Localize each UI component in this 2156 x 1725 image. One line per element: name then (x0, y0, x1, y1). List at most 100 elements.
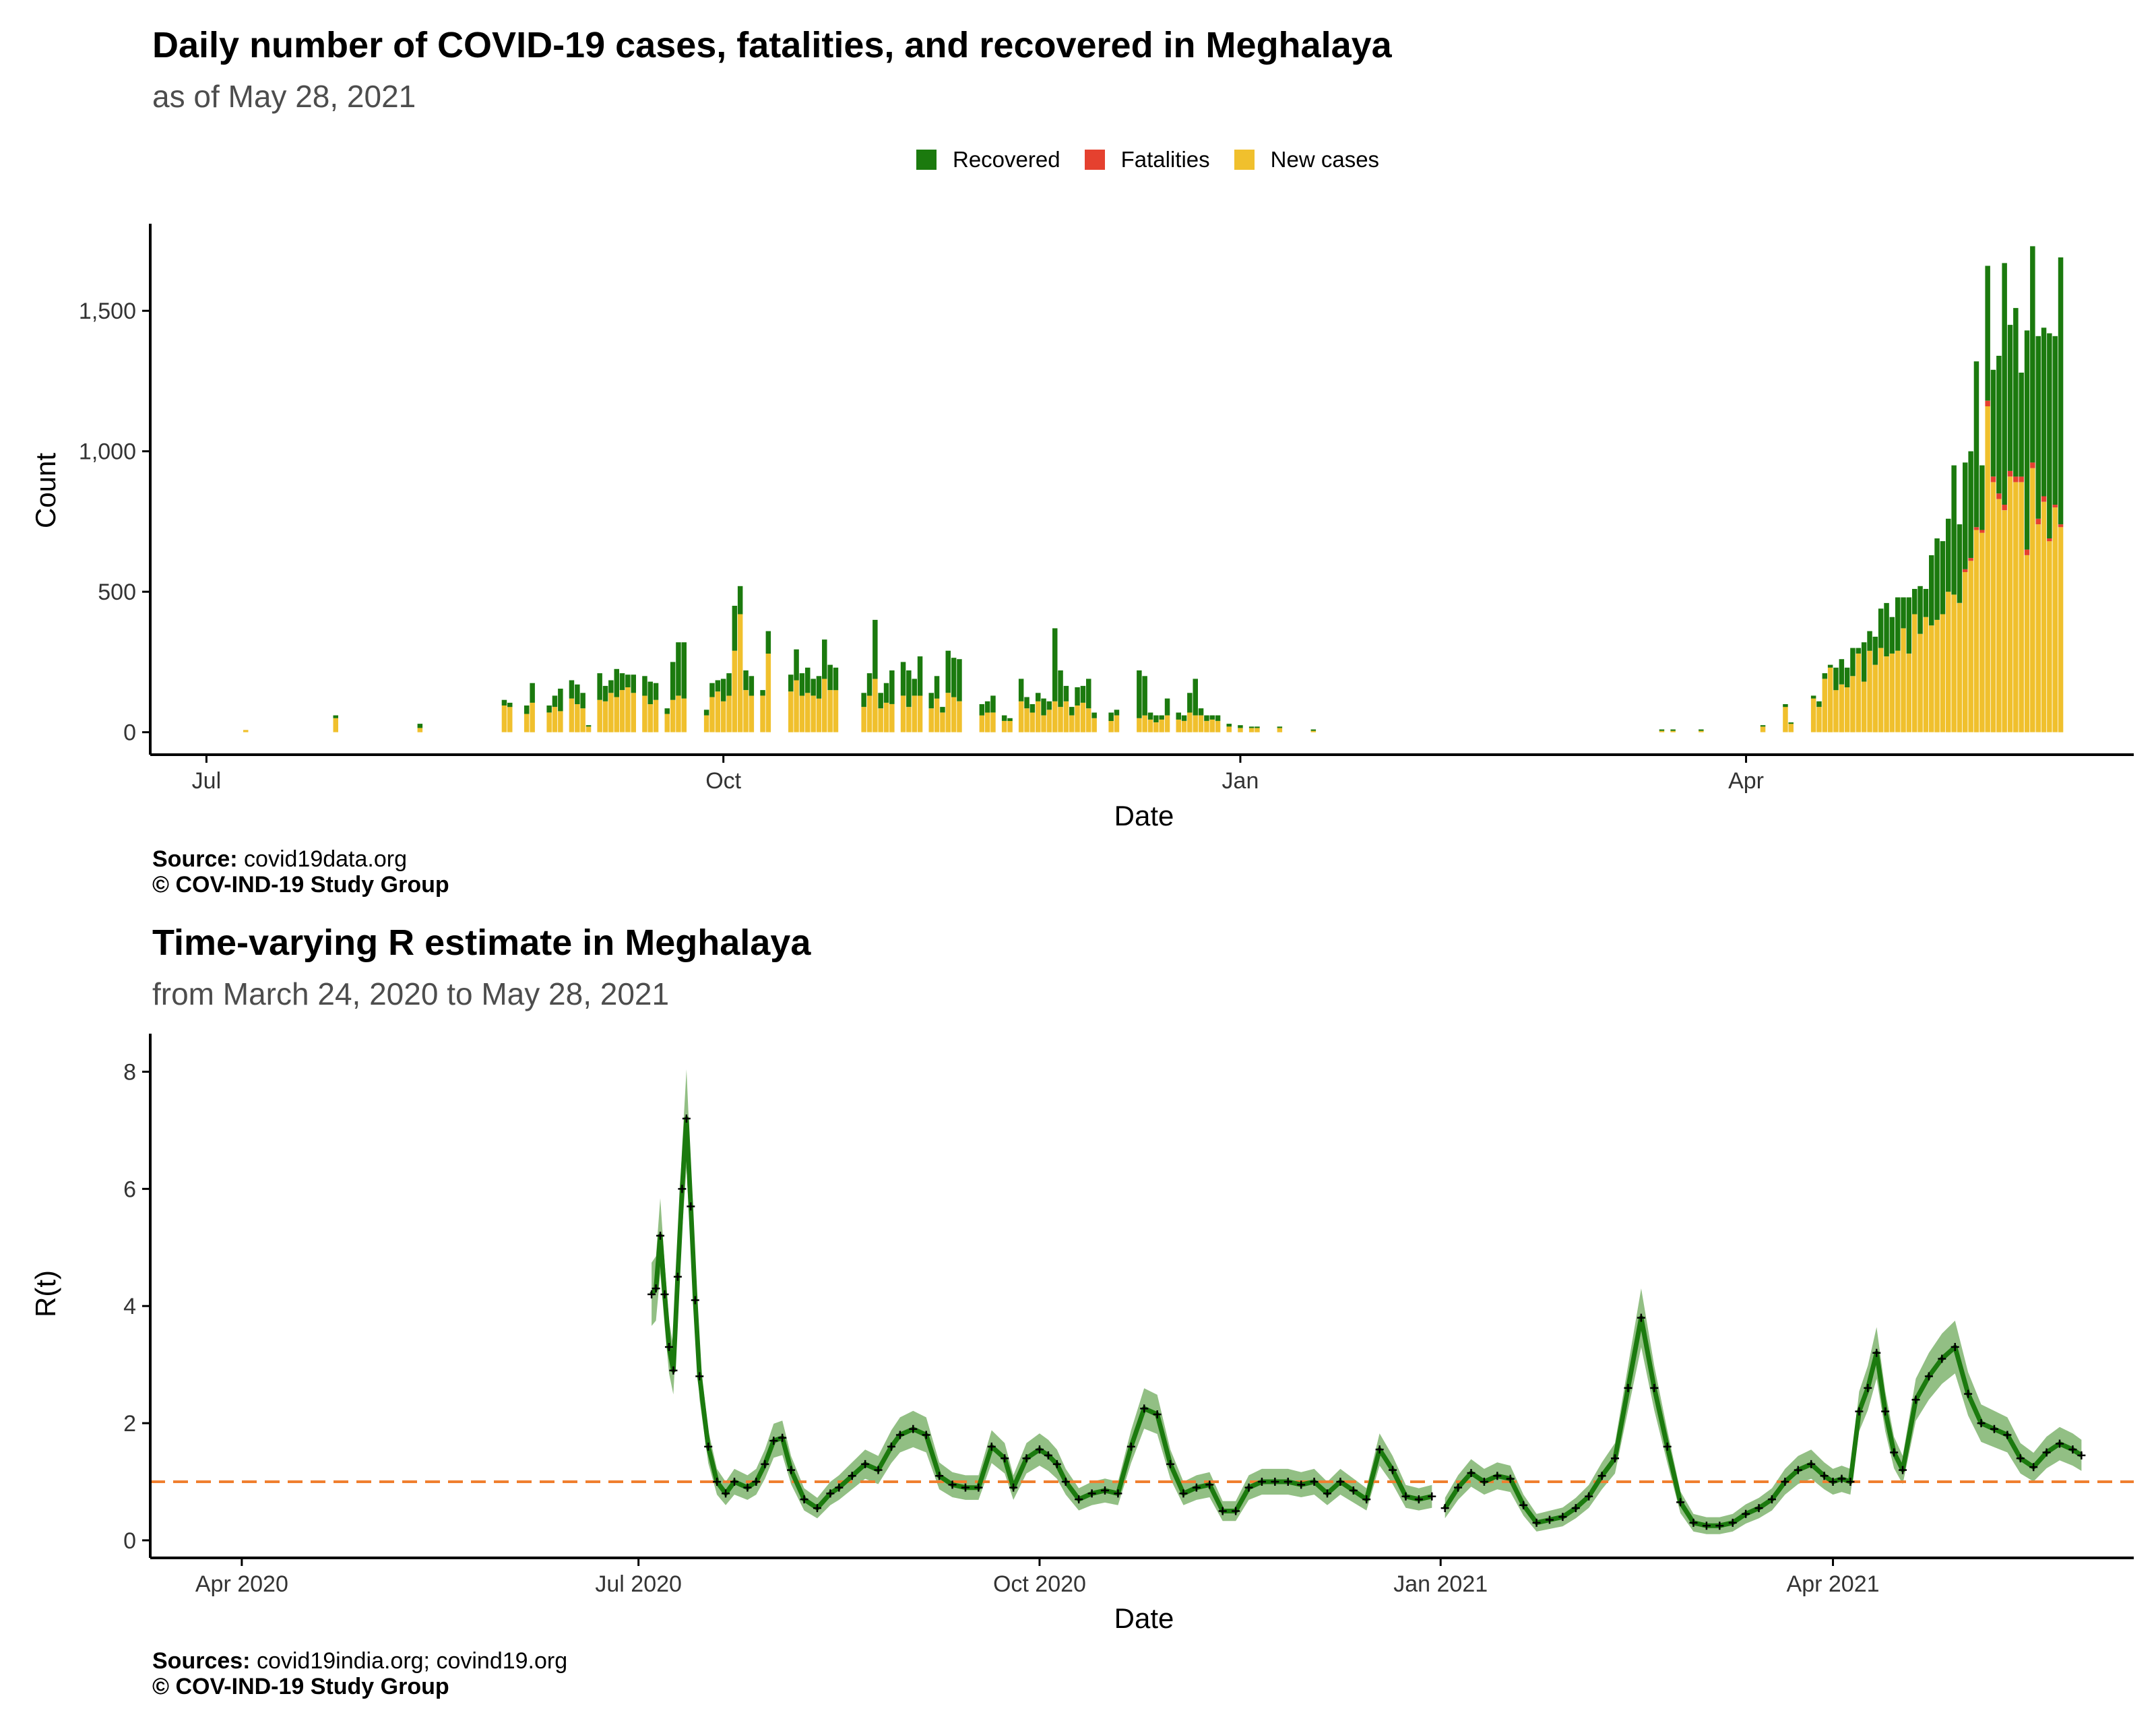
bar-recovered-83 (1108, 712, 1114, 721)
chart2-marker-7 (678, 1185, 687, 1193)
chart2-marker-61 (1283, 1477, 1292, 1486)
bar-new-cases-35 (743, 690, 749, 732)
bar-new-cases-138 (1963, 572, 1968, 732)
chart2-marker-102 (1820, 1472, 1829, 1480)
bar-recovered-134 (1940, 541, 1946, 615)
bar-new-cases-29 (709, 697, 715, 732)
bar-recovered-139 (1968, 451, 1973, 559)
bar-recovered-99 (1226, 724, 1232, 727)
bar-recovered-132 (1929, 555, 1934, 626)
bar-new-cases-46 (827, 690, 833, 732)
bar-recovered-69 (1018, 679, 1024, 701)
chart2-marker-88 (1637, 1313, 1645, 1322)
bar-recovered-37 (760, 690, 765, 696)
chart2-marker-4 (664, 1343, 673, 1352)
bar-recovered-148 (2019, 373, 2024, 477)
bar-new-cases-74 (1046, 710, 1052, 732)
bar-recovered-38 (765, 631, 771, 654)
bar-fatalities-155 (2058, 524, 2064, 528)
legend-item-recovered: Recovered (916, 147, 1060, 172)
chart1-x-ticks: Jul Oct Jan Apr (192, 755, 1764, 794)
bar-new-cases-143 (1990, 482, 1996, 732)
chart1-ytick-label-2: 1,000 (79, 439, 136, 465)
bar-new-cases-55 (906, 707, 912, 732)
bar-recovered-107 (1699, 729, 1704, 731)
bar-new-cases-60 (940, 712, 945, 732)
bar-recovered-29 (709, 683, 715, 697)
chart2-marker-98 (1767, 1495, 1776, 1504)
chart1-plot: 0 500 1,000 1,500 Jul Oct Jan Apr Date Count (30, 224, 2134, 832)
bar-new-cases-7 (546, 712, 552, 732)
bar-new-cases-50 (873, 679, 878, 732)
legend-label-new-cases: New cases (1270, 147, 1380, 172)
bar-new-cases-107 (1699, 730, 1704, 732)
bar-recovered-13 (585, 725, 592, 727)
chart2-marker-45 (1075, 1495, 1083, 1504)
bar-recovered-122 (1872, 636, 1878, 665)
bar-new-cases-99 (1226, 726, 1232, 732)
legend-item-fatalities: Fatalities (1084, 147, 1210, 172)
chart2-marker-77 (1493, 1472, 1502, 1480)
bar-new-cases-80 (1080, 702, 1086, 732)
bar-new-cases-78 (1069, 715, 1075, 732)
bar-recovered-154 (2052, 336, 2058, 505)
bar-new-cases-104 (1310, 730, 1317, 732)
chart2-marker-34 (948, 1480, 957, 1489)
bar-new-cases-85 (1137, 718, 1142, 732)
bar-new-cases-94 (1193, 715, 1198, 732)
bar-recovered-70 (1024, 697, 1029, 709)
chart2-marker-39 (1009, 1483, 1018, 1492)
bar-new-cases-110 (1788, 724, 1794, 732)
bar-recovered-67 (1001, 715, 1007, 721)
bar-new-cases-51 (878, 708, 883, 732)
chart2-marker-56 (1218, 1507, 1227, 1515)
chart2-marker-2 (656, 1231, 665, 1240)
bar-new-cases-5 (524, 714, 530, 732)
chart2-marker-62 (1297, 1480, 1306, 1489)
bar-new-cases-93 (1187, 712, 1193, 732)
bar-recovered-65 (984, 701, 990, 713)
chart2-xtick-label-2: Oct 2020 (993, 1571, 1086, 1597)
bar-recovered-90 (1164, 698, 1170, 716)
chart2-copyright: © COV-IND-19 Study Group (152, 1674, 449, 1699)
chart2-marker-89 (1650, 1383, 1659, 1392)
chart2-marker-124 (2068, 1445, 2077, 1454)
chart2-marker-1 (652, 1284, 660, 1293)
bar-recovered-109 (1783, 704, 1788, 708)
bar-recovered-48 (861, 693, 866, 708)
bar-new-cases-23 (653, 699, 659, 732)
bar-recovered-26 (676, 642, 681, 696)
bar-recovered-16 (608, 680, 614, 693)
chart1-ytick-label-1: 500 (98, 579, 136, 605)
chart2-marker-113 (1924, 1372, 1933, 1381)
bar-new-cases-144 (1996, 499, 2002, 732)
bar-recovered-43 (811, 679, 816, 696)
bar-new-cases-28 (703, 715, 709, 732)
bar-fatalities-145 (2002, 504, 2007, 511)
chart2-marker-18 (761, 1460, 769, 1468)
chart2-marker-44 (1061, 1477, 1070, 1486)
chart2-xtick-label-3: Jan 2021 (1393, 1571, 1488, 1597)
bar-new-cases-8 (552, 707, 558, 732)
chart2-marker-21 (787, 1466, 796, 1474)
bar-recovered-121 (1867, 631, 1872, 651)
chart2-marker-100 (1794, 1466, 1802, 1474)
bar-recovered-103 (1277, 726, 1283, 728)
bar-new-cases-49 (866, 695, 873, 732)
bar-new-cases-13 (585, 726, 592, 732)
bar-recovered-102 (1255, 726, 1260, 728)
bar-new-cases-136 (1951, 594, 1957, 732)
chart2-marker-16 (743, 1483, 752, 1492)
chart2-marker-120 (2016, 1454, 2025, 1463)
chart2-marker-42 (1044, 1451, 1052, 1460)
bar-recovered-14 (597, 673, 602, 700)
chart2-marker-36 (974, 1483, 983, 1492)
chart2-marker-54 (1192, 1483, 1201, 1492)
bar-recovered-78 (1069, 707, 1075, 716)
bar-fatalities-150 (2030, 462, 2035, 468)
chart2-marker-119 (2003, 1431, 2012, 1439)
bar-fatalities-142 (1985, 400, 1990, 406)
bar-recovered-155 (2058, 257, 2064, 525)
bar-new-cases-20 (631, 693, 636, 732)
bar-new-cases-9 (558, 711, 563, 732)
